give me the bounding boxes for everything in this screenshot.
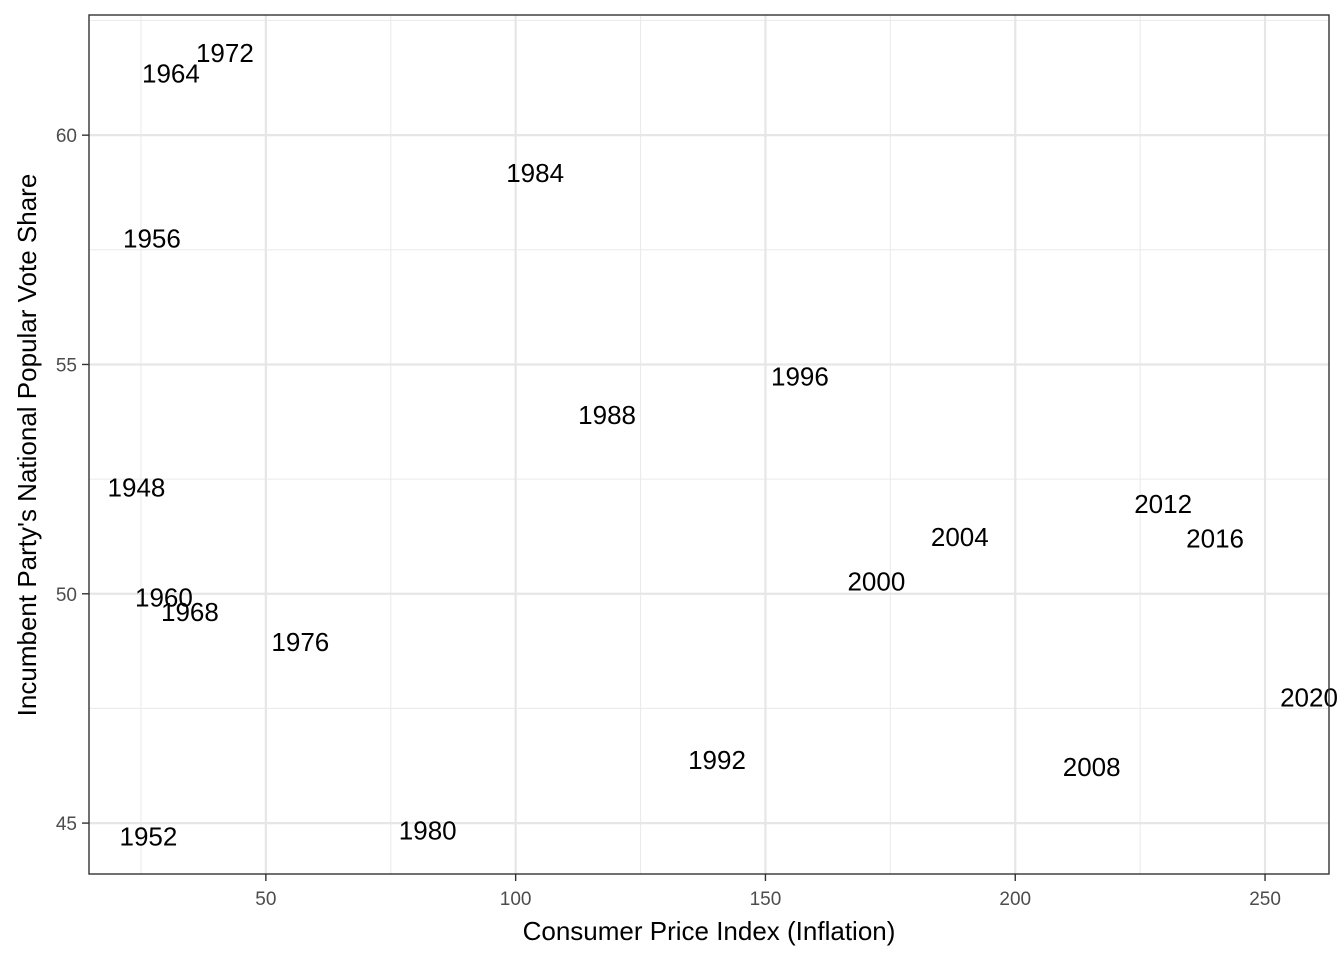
data-point-labels: 1948 1952 1956 1960 1964 1968 1972 1976 1980 1984…: [108, 38, 1338, 851]
y-tick-label: 55: [56, 355, 77, 376]
data-point-label-1984: 1984: [506, 158, 564, 188]
y-tick-label: 50: [56, 585, 77, 606]
data-point-label-1992: 1992: [688, 745, 746, 775]
x-tick-label: 150: [750, 889, 782, 910]
plot-panel-border: [88, 14, 1330, 875]
data-point-label-2020: 2020: [1280, 682, 1338, 712]
data-point-label-1952: 1952: [120, 821, 178, 851]
x-axis-title: Consumer Price Index (Inflation): [523, 916, 896, 946]
x-tick-label: 100: [500, 889, 532, 910]
x-axis: 50 100 150 200 250: [255, 874, 1281, 910]
data-point-label-1948: 1948: [108, 472, 166, 502]
x-tick-label: 50: [255, 889, 276, 910]
y-axis: 45 50 55 60: [56, 126, 89, 835]
data-point-label-2000: 2000: [847, 566, 905, 596]
x-tick-label: 250: [1249, 889, 1281, 910]
minor-gridlines: [89, 15, 1329, 874]
plot-panel: [89, 15, 1329, 874]
data-point-label-1988: 1988: [578, 400, 636, 430]
data-point-label-1976: 1976: [271, 627, 329, 657]
data-point-label-1996: 1996: [771, 361, 829, 391]
data-point-label-1972: 1972: [196, 38, 254, 68]
data-point-label-2004: 2004: [931, 522, 989, 552]
data-point-label-1964: 1964: [142, 59, 200, 89]
data-point-label-1956: 1956: [123, 223, 181, 253]
data-point-label-2016: 2016: [1186, 523, 1244, 553]
data-point-label-1968: 1968: [161, 597, 219, 627]
y-tick-label: 45: [56, 814, 77, 835]
major-gridlines: [89, 15, 1329, 874]
y-tick-label: 60: [56, 126, 77, 147]
x-tick-label: 200: [999, 889, 1031, 910]
data-point-label-1980: 1980: [399, 815, 457, 845]
data-point-label-2008: 2008: [1063, 752, 1121, 782]
data-point-label-2012: 2012: [1134, 489, 1192, 519]
data-point-label-1960: 1960: [135, 582, 193, 612]
y-axis-title: Incumbent Party's National Popular Vote …: [12, 174, 42, 717]
